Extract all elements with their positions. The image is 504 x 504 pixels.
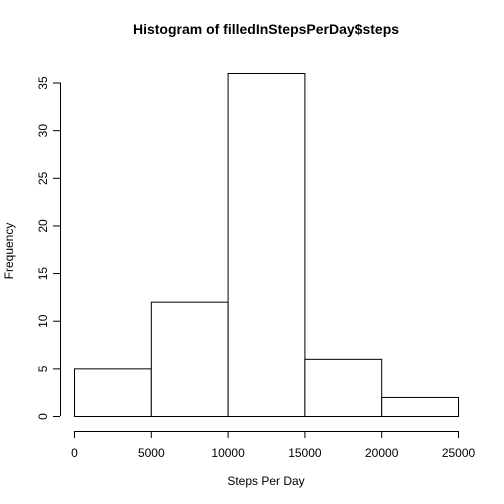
x-tick-label-0: 0: [71, 446, 78, 460]
histogram-bar-3: [304, 358, 383, 418]
y-tick-label-2: 10: [36, 314, 50, 328]
y-tick-label-3: 15: [36, 267, 50, 281]
y-tick-label-0: 0: [36, 413, 50, 420]
y-tick-label-6: 30: [36, 124, 50, 138]
x-tick-label-5: 25000: [442, 446, 476, 460]
x-axis-label: Steps Per Day: [227, 474, 305, 488]
histogram-bar-0: [74, 368, 152, 418]
y-tick-label-5: 25: [36, 171, 50, 185]
x-tick-label-1: 5000: [138, 446, 165, 460]
chart-title: Histogram of filledInStepsPerDay$steps: [132, 21, 400, 37]
histogram-bar-4: [381, 396, 460, 418]
y-tick-label-4: 20: [36, 219, 50, 233]
x-tick-label-4: 20000: [365, 446, 399, 460]
x-tick-label-3: 15000: [288, 446, 322, 460]
y-tick-label-1: 5: [36, 365, 50, 372]
y-tick-label-7: 35: [36, 76, 50, 90]
histogram-bar-1: [150, 301, 229, 417]
histogram-bar-2: [227, 73, 306, 417]
x-tick-label-2: 10000: [211, 446, 245, 460]
